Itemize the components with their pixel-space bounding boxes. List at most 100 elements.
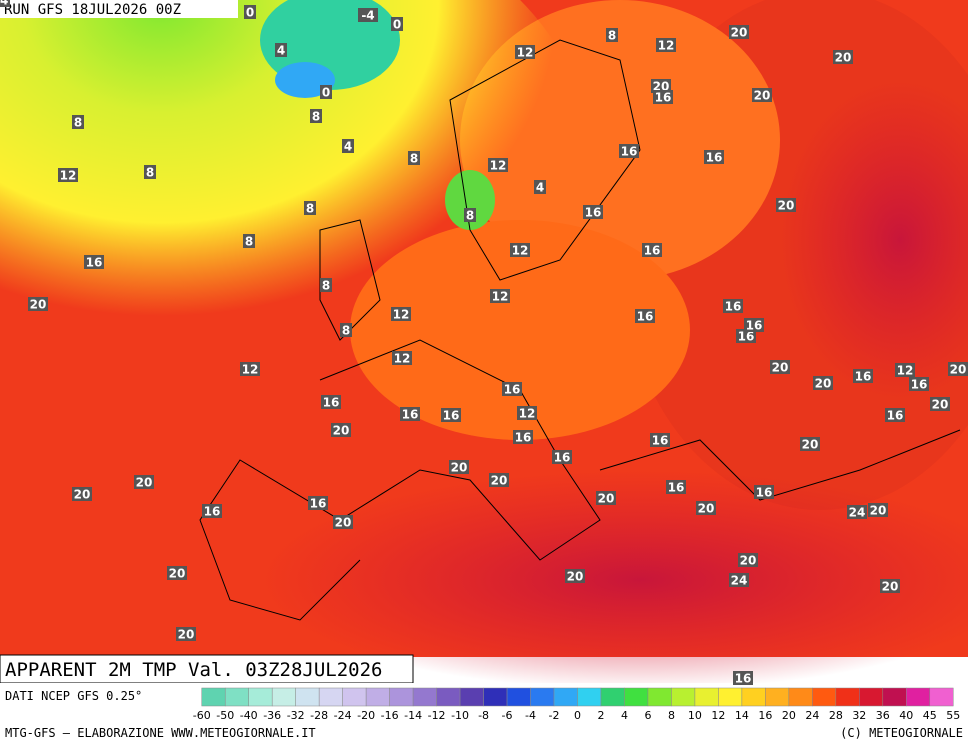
contour-label-box bbox=[909, 377, 929, 391]
scale-swatch bbox=[906, 687, 931, 707]
scale-swatch bbox=[835, 687, 860, 707]
run-label: RUN GFS 18JUL2026 00Z bbox=[4, 2, 181, 18]
scale-tick-label: 28 bbox=[829, 709, 843, 722]
contour-label-box bbox=[736, 329, 756, 343]
contour-label: 20 bbox=[740, 554, 757, 568]
run-box bbox=[0, 0, 238, 18]
contour-label-box bbox=[651, 79, 671, 93]
scale-tick-label: -6 bbox=[502, 709, 513, 722]
contour-label: 20 bbox=[882, 580, 899, 594]
contour-label: 20 bbox=[835, 51, 852, 65]
contour-label: 8 bbox=[245, 235, 253, 249]
contour-label-box bbox=[176, 627, 196, 641]
contour-label-box bbox=[58, 168, 78, 182]
contour-label-box bbox=[243, 234, 255, 248]
contour-label: 16 bbox=[911, 378, 928, 392]
contour-label-box bbox=[619, 144, 639, 158]
contour-label: 16 bbox=[655, 91, 672, 105]
scale-swatch bbox=[201, 687, 226, 707]
contour-label-box bbox=[729, 25, 749, 39]
scale-swatch bbox=[506, 687, 531, 707]
contour-label: 12 bbox=[658, 39, 675, 53]
contour-label: 20 bbox=[950, 363, 967, 377]
scale-tick-label: -12 bbox=[428, 709, 446, 722]
contour-label: 8 bbox=[312, 110, 320, 124]
scale-tick-label: 8 bbox=[668, 709, 675, 722]
contour-label: 20 bbox=[74, 488, 91, 502]
contour-label: 20 bbox=[598, 492, 615, 506]
contour-label: 16 bbox=[204, 505, 221, 519]
contour-label-box bbox=[754, 485, 774, 499]
contour-label-box bbox=[244, 5, 256, 19]
scale-tick-label: 0 bbox=[574, 709, 581, 722]
scale-swatch bbox=[389, 687, 414, 707]
contour-label: 16 bbox=[323, 396, 340, 410]
title-box bbox=[0, 654, 414, 684]
scale-swatch bbox=[624, 687, 649, 707]
contour-label: 20 bbox=[778, 199, 795, 213]
source-label: DATI NCEP GFS 0.25° bbox=[5, 689, 142, 703]
scale-swatch bbox=[765, 687, 790, 707]
contour-label: 0 bbox=[246, 6, 254, 20]
contour-label: 16 bbox=[644, 244, 661, 258]
contour-label: 12 bbox=[517, 46, 534, 60]
scale-swatch bbox=[224, 687, 249, 707]
contour-label: 20 bbox=[698, 502, 715, 516]
contour-label: 8 bbox=[322, 279, 330, 293]
scale-tick-label: -14 bbox=[404, 709, 422, 722]
contour-label: 20 bbox=[178, 628, 195, 642]
scale-swatch bbox=[318, 687, 343, 707]
contour-label-box bbox=[202, 504, 222, 518]
contour-label-box bbox=[441, 408, 461, 422]
contour-label: 20 bbox=[567, 570, 584, 584]
contour-label: 16 bbox=[310, 497, 327, 511]
contour-label-box bbox=[744, 318, 764, 332]
scale-tick-label: 32 bbox=[852, 709, 866, 722]
contour-label: 16 bbox=[668, 481, 685, 495]
contour-label: 24 bbox=[0, 0, 8, 8]
contour-label: 12 bbox=[393, 308, 410, 322]
scale-swatch bbox=[436, 687, 461, 707]
scale-swatch bbox=[694, 687, 719, 707]
contour-label-box bbox=[502, 382, 522, 396]
contour-label: 0 bbox=[322, 86, 330, 100]
contour-label: 20 bbox=[451, 461, 468, 475]
contour-label-box bbox=[488, 158, 508, 172]
contour-label: 8 bbox=[608, 29, 616, 43]
contour-label-box bbox=[895, 363, 915, 377]
contour-label-box bbox=[449, 460, 469, 474]
scale-swatch bbox=[929, 687, 954, 707]
scale-swatch bbox=[788, 687, 813, 707]
contour-label: 12 bbox=[492, 290, 509, 304]
contour-label-box bbox=[752, 88, 772, 102]
contour-label-box bbox=[28, 297, 48, 311]
scale-tick-label: -40 bbox=[240, 709, 258, 722]
scale-tick-label: 12 bbox=[711, 709, 725, 722]
contour-label: 16 bbox=[621, 145, 638, 159]
contour-label: 16 bbox=[725, 300, 742, 314]
scale-tick-label: -28 bbox=[310, 709, 328, 722]
scale-tick-label: -36 bbox=[263, 709, 281, 722]
contour-label: 4 bbox=[536, 181, 544, 195]
contour-label-box bbox=[666, 480, 686, 494]
contour-label: 8 bbox=[146, 166, 154, 180]
scale-swatch bbox=[741, 687, 766, 707]
contour-label: 20 bbox=[731, 26, 748, 40]
contour-label: 16 bbox=[735, 672, 752, 686]
contour-label-box bbox=[331, 423, 351, 437]
contour-label: 8 bbox=[342, 324, 350, 338]
contour-label-box bbox=[320, 85, 332, 99]
scale-swatch bbox=[483, 687, 508, 707]
contour-label: 16 bbox=[887, 409, 904, 423]
scale-tick-label: 10 bbox=[688, 709, 702, 722]
scale-tick-label: 20 bbox=[782, 709, 796, 722]
contour-label: 16 bbox=[402, 408, 419, 422]
contour-label-box bbox=[342, 139, 354, 153]
contour-label-box bbox=[321, 395, 341, 409]
scale-tick-label: -16 bbox=[381, 709, 399, 722]
contour-label: 0 bbox=[393, 18, 401, 32]
scale-swatch bbox=[600, 687, 625, 707]
contour-label-box bbox=[606, 28, 618, 42]
contour-label-box bbox=[490, 289, 510, 303]
scale-tick-label: 2 bbox=[597, 709, 604, 722]
